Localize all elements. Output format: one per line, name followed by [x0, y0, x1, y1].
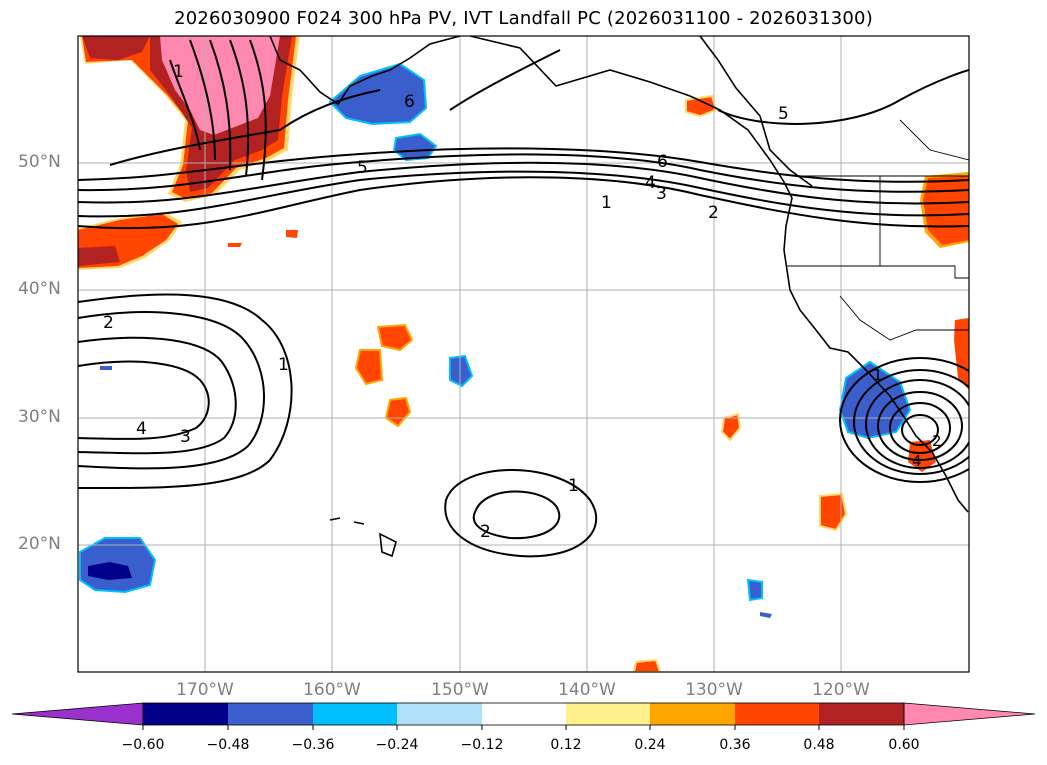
contour-label: 5: [778, 104, 789, 124]
latitude-label: 20°N: [18, 534, 61, 554]
longitude-label: 150°W: [431, 680, 489, 700]
contour-label: 5: [357, 158, 368, 178]
contour-label: 2: [932, 432, 942, 450]
map-title: 2026030900 F024 300 hPa PV, IVT Landfall…: [174, 8, 873, 29]
colorbar-tick-label: 0.36: [719, 737, 751, 753]
map-border: [77, 35, 970, 673]
colorbar-tick-label: 0.12: [550, 737, 582, 753]
colorbar-bin: [397, 703, 482, 725]
borders: [786, 119, 969, 341]
contour-label: 2: [103, 313, 114, 333]
colorbar-tick-label: 0.60: [888, 737, 920, 753]
colorbar-tick-label: 0.24: [634, 737, 666, 753]
colorbar-bin: [228, 703, 313, 725]
latitude-label: 50°N: [18, 152, 61, 172]
colorbar-tick-label: −0.36: [291, 737, 335, 753]
longitude-label: 140°W: [558, 680, 616, 700]
colorbar-bin: [819, 703, 904, 725]
latitude-label: 30°N: [18, 407, 61, 427]
contour-label: 6: [657, 152, 668, 172]
colorbar-bin: [482, 703, 566, 725]
pv-contours: [78, 39, 969, 558]
positive-anomaly-small-cells: [228, 94, 848, 672]
positive-anomaly-region-west: [78, 212, 182, 270]
gridlines: [78, 36, 969, 672]
longitude-label: 160°W: [303, 680, 361, 700]
contour-label: 3: [180, 427, 191, 447]
contour-label: 3: [656, 184, 667, 204]
positive-anomaly-region-northwest: [80, 36, 300, 202]
colorbar-bin: [313, 703, 397, 725]
contour-label: 6: [404, 92, 415, 112]
colorbar-tick-label: −0.48: [206, 737, 250, 753]
longitude-label: 130°W: [685, 680, 743, 700]
colorbar-tick-label: −0.12: [460, 737, 504, 753]
colorbar-bin: [143, 703, 228, 725]
contour-label: 4: [912, 452, 922, 470]
longitude-label: 170°W: [176, 680, 234, 700]
contour-label: 1: [873, 366, 883, 384]
contour-label: 4: [645, 173, 656, 193]
latitude-label: 40°N: [18, 279, 61, 299]
colorbar-extend-high: [903, 702, 1036, 726]
contour-label: 1: [173, 62, 184, 82]
colorbar-bin: [735, 703, 819, 725]
colorbar-bin: [650, 703, 735, 725]
contour-label: 1: [601, 193, 612, 213]
colorbar: [11, 702, 1036, 730]
coastlines: [269, 36, 969, 558]
contour-label: 2: [708, 203, 719, 223]
colorbar-bin: [566, 703, 650, 725]
colorbar-tick-label: 0.48: [803, 737, 835, 753]
colorbar-extend-low: [11, 702, 144, 726]
longitude-label: 120°W: [812, 680, 870, 700]
contour-label: 1: [568, 476, 579, 496]
colorbar-tick-label: −0.60: [121, 737, 165, 753]
contour-label: 2: [480, 522, 491, 542]
contour-label: 1: [278, 355, 289, 375]
pv-contour-rings-east: [839, 357, 969, 483]
contour-label: 4: [136, 419, 147, 439]
colorbar-tick-label: −0.24: [375, 737, 419, 753]
